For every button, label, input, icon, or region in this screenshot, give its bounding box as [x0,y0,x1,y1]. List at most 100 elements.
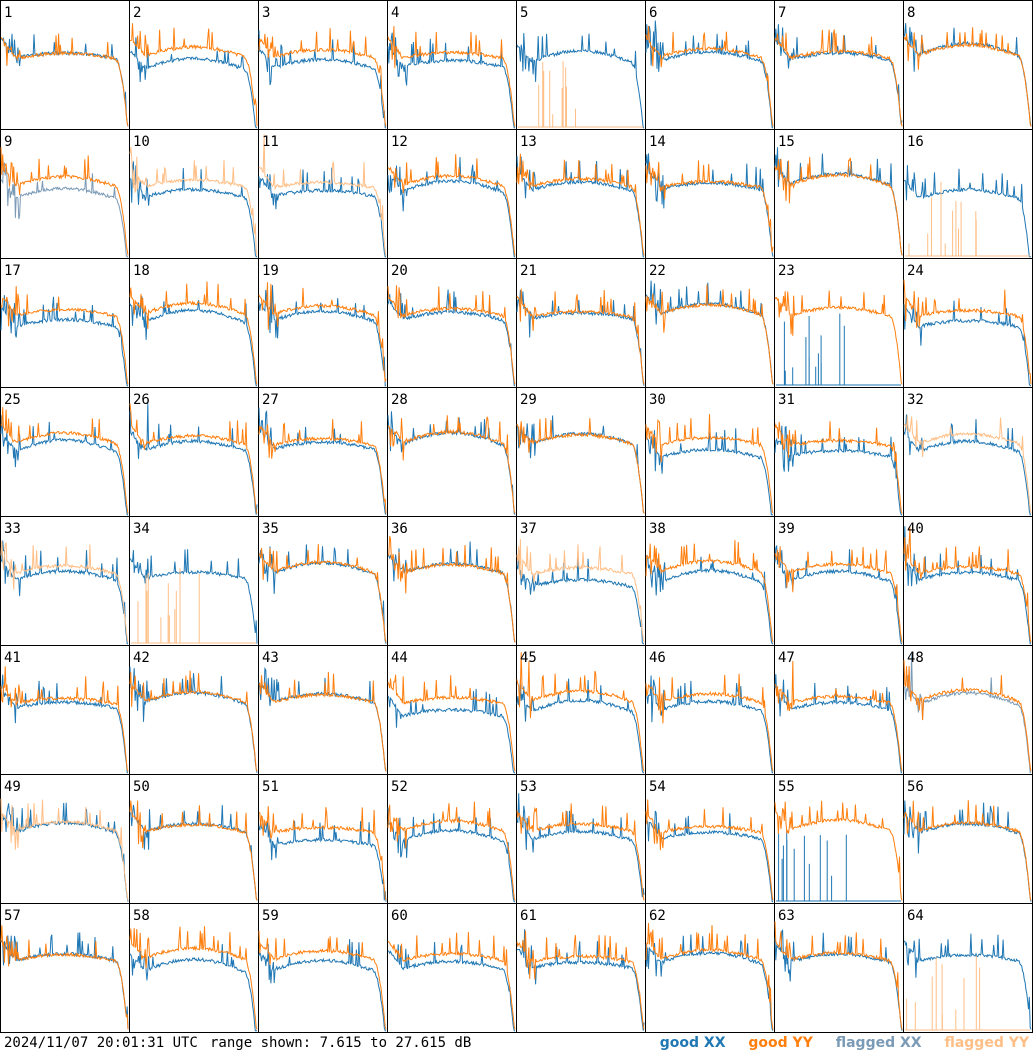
series-xx [387,807,515,903]
panel: 31 [774,387,904,517]
panel: 59 [258,903,388,1033]
series-xx [129,549,258,644]
legend-flagged-yy: flagged YY [944,1035,1029,1051]
panel-label: 58 [133,908,150,924]
series-xx [130,37,257,129]
series-xx [387,688,515,774]
panel: 30 [645,387,775,517]
series-xx [0,540,128,645]
series-yy [258,930,387,1030]
panel: 13 [516,129,646,259]
panel: 8 [903,0,1033,130]
panel: 28 [387,387,517,517]
panel: 9 [0,129,130,259]
series-yy [903,27,1032,127]
panel-label: 20 [391,263,408,279]
panel-frame [903,129,1033,259]
panel-label: 7 [778,5,786,21]
series-yy [0,147,129,256]
series-xx [387,32,515,129]
panel: 58 [129,903,259,1033]
panel-frame [645,0,775,130]
panel-label: 32 [907,392,924,408]
series-yy [518,61,643,128]
series-yy [0,33,129,127]
panel-label: 36 [391,521,408,537]
panel-label: 9 [4,134,12,150]
series-yy [516,930,645,1030]
panel-frame [903,0,1033,130]
series-yy [129,926,258,1030]
series-yy [129,281,258,385]
panel-label: 14 [649,134,666,150]
panel-frame [0,387,130,517]
panel: 55 [774,774,904,904]
legend-good-yy: good YY [748,1035,813,1051]
series-yy [903,279,1032,385]
series-yy [258,419,387,514]
panel-frame [0,903,130,1033]
panel: 34 [129,516,259,646]
series-xx [258,407,387,515]
series-yy [0,925,129,1030]
series-yy [129,147,258,256]
panel-label: 24 [907,263,924,279]
panel-label: 10 [133,134,150,150]
panel: 45 [516,645,646,775]
series-yy [645,160,774,253]
panel-label: 26 [133,392,150,408]
series-xx [903,933,1032,1030]
series-xx [516,929,645,1031]
panel-frame [0,516,130,646]
series-xx [645,153,774,257]
series-yy [0,407,129,514]
panel-label: 15 [778,134,795,150]
panel-frame [774,645,904,775]
panel: 43 [258,645,388,775]
series-yy [645,25,774,127]
panel: 54 [645,774,775,904]
panel-label: 27 [262,392,279,408]
series-yy [774,421,903,514]
panel: 40 [903,516,1033,646]
series-yy [387,801,516,901]
series-xx [0,674,128,774]
series-xx [774,545,902,645]
series-xx [516,33,644,129]
series-yy [258,28,387,127]
series-yy [516,652,645,772]
panel: 25 [0,387,130,517]
panel: 41 [0,645,130,775]
panel: 39 [774,516,904,646]
panel-label: 19 [262,263,279,279]
series-yy [516,288,645,385]
series-yy [258,134,387,256]
panel-frame [129,387,259,517]
panel-frame [645,387,775,517]
panel-frame [903,516,1033,646]
series-xx [387,941,515,1032]
panel-label: 40 [907,521,924,537]
panel: 63 [774,903,904,1033]
series-xx [903,653,1031,774]
panel-frame [129,258,259,388]
panel-label: 8 [907,5,915,21]
series-yy [129,800,258,901]
series-xx [387,289,516,387]
panel-frame [645,903,775,1033]
series-xx [776,830,901,902]
timestamp: 2024/11/07 20:01:31 UTC [4,1035,198,1051]
panel: 44 [387,645,517,775]
series-xx [0,162,128,258]
panel-label: 47 [778,650,795,666]
panel-frame [258,387,388,517]
panel: 18 [129,258,259,388]
panel-label: 34 [133,521,150,537]
panel-label: 11 [262,134,279,150]
panel: 20 [387,258,517,388]
series-xx [903,800,1032,902]
panel: 42 [129,645,259,775]
series-yy [387,154,516,256]
series-yy [903,526,1032,643]
